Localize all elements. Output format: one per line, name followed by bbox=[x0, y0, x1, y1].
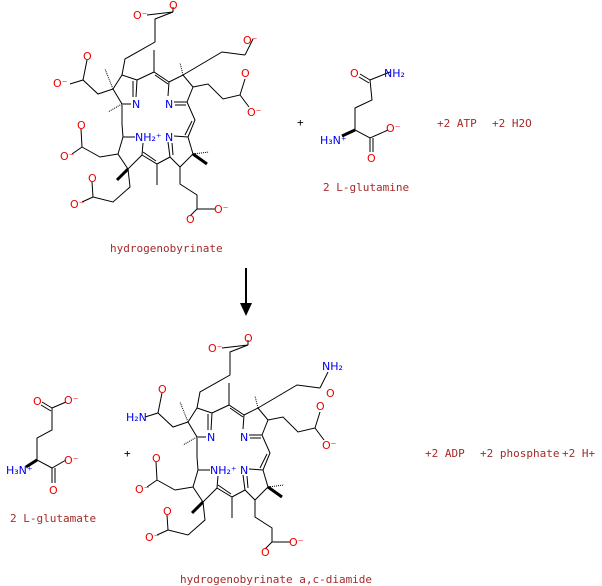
species-name-l-glutamate: 2 L-glutamate bbox=[10, 512, 97, 525]
species-name-l-glutamine: 2 L-glutamine bbox=[323, 181, 410, 194]
atom-n: N bbox=[240, 464, 248, 477]
atom-o-minus: O⁻ bbox=[145, 531, 160, 544]
atom-o: O bbox=[244, 332, 253, 345]
atom-o-minus: O⁻ bbox=[53, 77, 68, 90]
atom-o-minus: O⁻ bbox=[60, 150, 75, 163]
atom-o: O bbox=[186, 213, 195, 226]
l-glutamine-structure: O NH₂ O⁻ O H₃N⁺ bbox=[320, 67, 405, 165]
atom-o: O bbox=[326, 387, 335, 400]
atom-o: O bbox=[77, 119, 86, 132]
atom-o: O bbox=[83, 50, 92, 63]
species-name-atp: +2 ATP bbox=[437, 117, 477, 130]
atom-o: O bbox=[350, 67, 359, 80]
atom-o: O bbox=[169, 0, 178, 12]
atom-o: O bbox=[261, 546, 270, 559]
plus-sign: + bbox=[124, 447, 131, 460]
species-name-hydrogenobyrinate-diamide: hydrogenobyrinate a,c-diamide bbox=[180, 573, 373, 586]
atom-o: O bbox=[316, 400, 325, 413]
species-name-water: +2 H2O bbox=[492, 117, 532, 130]
plus-sign: + bbox=[297, 116, 304, 129]
atom-o: O bbox=[158, 383, 167, 396]
atom-o: O bbox=[163, 505, 172, 518]
atom-nh2-plus: NH₂⁺ bbox=[210, 464, 237, 477]
species-name-adp: +2 ADP bbox=[425, 447, 465, 460]
atom-o-minus: O⁻ bbox=[386, 122, 401, 135]
atom-nh2-plus: NH₂⁺ bbox=[135, 131, 162, 144]
atom-o-minus: O⁻ bbox=[214, 203, 229, 216]
atom-o-minus: O⁻ bbox=[135, 483, 150, 496]
atom-o-minus: O⁻ bbox=[322, 439, 337, 452]
atom-h2n: H₂N bbox=[126, 411, 147, 424]
hydrogenobyrinate-structure: O O⁻ O⁻ O O⁻ O O⁻ O O⁻ O O⁻ O O⁻ N N N N… bbox=[53, 0, 262, 226]
atom-o-minus: O⁻ bbox=[243, 34, 258, 47]
atom-o-minus: O⁻ bbox=[64, 394, 79, 407]
atom-o: O bbox=[152, 452, 161, 465]
atom-o-minus: O⁻ bbox=[64, 454, 79, 467]
species-name-phosphate: +2 phosphate bbox=[480, 447, 560, 460]
atom-n: N bbox=[165, 98, 173, 111]
atom-o-minus: O⁻ bbox=[247, 106, 262, 119]
atom-o: O bbox=[88, 172, 97, 185]
down-arrow-icon bbox=[240, 268, 252, 316]
atom-o: O bbox=[367, 152, 376, 165]
atom-h3n-plus: H₃N⁺ bbox=[6, 464, 33, 477]
atom-o-minus: O⁻ bbox=[70, 198, 85, 211]
atom-n: N bbox=[132, 98, 140, 111]
atom-o-minus: O⁻ bbox=[289, 536, 304, 549]
atom-n: N bbox=[165, 131, 173, 144]
atom-o: O bbox=[49, 484, 58, 497]
atom-n: N bbox=[240, 431, 248, 444]
atom-n: N bbox=[207, 431, 215, 444]
species-name-proton: +2 H+ bbox=[562, 447, 596, 460]
atom-o: O bbox=[241, 67, 250, 80]
atom-nh2: NH₂ bbox=[384, 67, 405, 80]
atom-nh2: NH₂ bbox=[322, 360, 343, 373]
species-name-hydrogenobyrinate: hydrogenobyrinate bbox=[110, 242, 223, 255]
atom-h3n-plus: H₃N⁺ bbox=[320, 134, 347, 147]
hydrogenobyrinate-diamide-structure: O O⁻ NH₂ O O O⁻ O H₂N O O⁻ O O⁻ O O⁻ N N… bbox=[126, 332, 343, 559]
atom-o-minus: O⁻ bbox=[133, 9, 148, 22]
atom-o: O bbox=[33, 395, 42, 408]
l-glutamate-structure: O O⁻ O⁻ O H₃N⁺ bbox=[6, 394, 79, 497]
atom-o-minus: O⁻ bbox=[208, 342, 223, 355]
